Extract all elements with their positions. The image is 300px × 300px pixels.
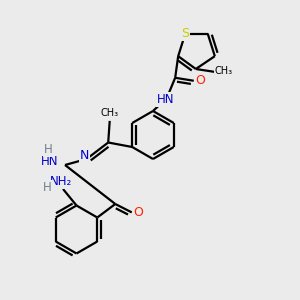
Text: CH₃: CH₃ (215, 66, 233, 76)
Text: CH₃: CH₃ (101, 108, 119, 118)
Text: S: S (181, 27, 189, 40)
Text: N: N (80, 149, 89, 162)
Text: O: O (195, 74, 205, 87)
Text: O: O (133, 206, 143, 219)
Text: H: H (43, 181, 52, 194)
Text: H: H (44, 143, 53, 156)
Text: HN: HN (157, 93, 174, 106)
Text: NH₂: NH₂ (50, 175, 73, 188)
Text: HN: HN (41, 155, 58, 168)
